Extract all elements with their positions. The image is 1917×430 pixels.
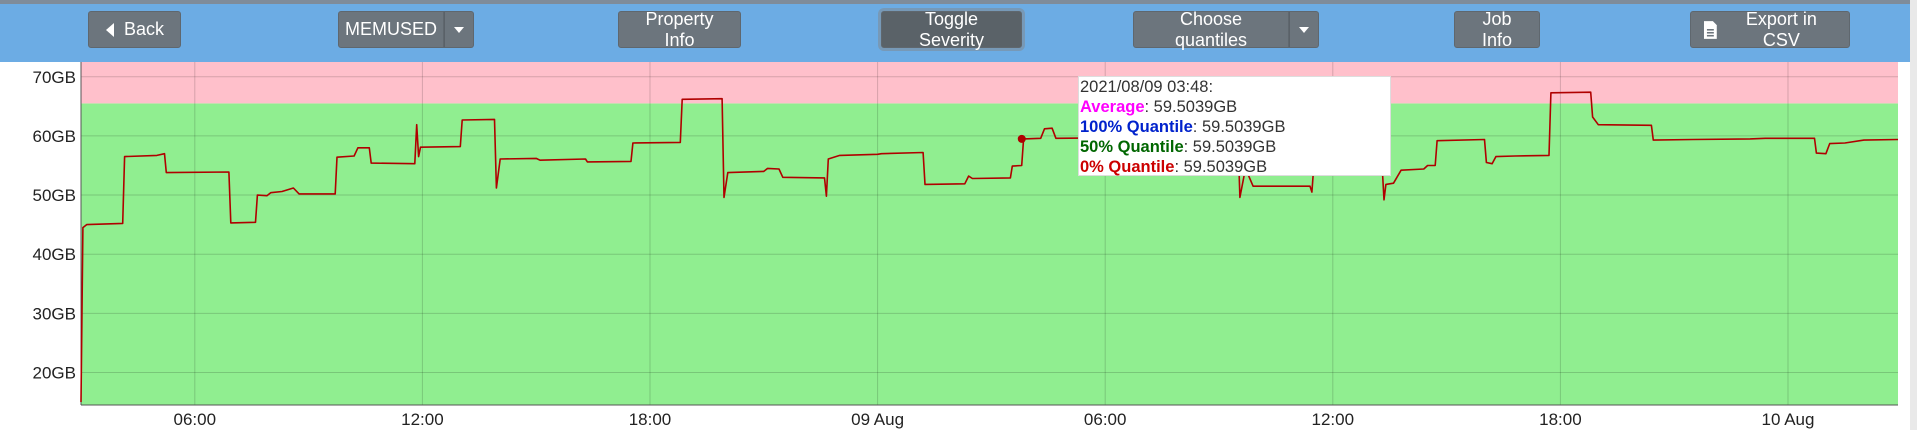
severity-band-1	[81, 62, 1898, 104]
tooltip-time: 2021/08/09 03:48:	[1080, 78, 1214, 96]
caret-left-icon	[105, 22, 114, 37]
caret-down-icon	[1299, 26, 1309, 33]
series-line-0	[80, 91, 1899, 403]
tooltip-row: 0% Quantile: 59.5039GB	[1080, 157, 1390, 177]
x-tick-label-2: 18:00	[629, 410, 672, 429]
back-button[interactable]: Back	[88, 11, 181, 48]
metric-select-label: MEMUSED	[345, 19, 438, 39]
hover-marker	[1017, 134, 1026, 143]
tooltip-row-value: : 59.5039GB	[1183, 138, 1277, 156]
tooltip-row: 100% Quantile: 59.5039GB	[1080, 117, 1390, 137]
export-csv-label: Export in CSV	[1745, 8, 1817, 50]
y-tick-label-0: 20GB	[33, 363, 76, 382]
x-tick-label-0: 06:00	[174, 410, 217, 429]
job-info-label: Job Info	[1481, 8, 1513, 50]
x-tick-label-7: 10 Aug	[1762, 410, 1815, 429]
choose-quantiles-label: Choose quantiles	[1174, 8, 1248, 50]
property-info-button[interactable]: Property Info	[618, 8, 741, 50]
severity-bands	[81, 62, 1898, 406]
y-tick-label-5: 70GB	[33, 68, 76, 87]
tooltip-row-value: : 59.5039GB	[1192, 118, 1286, 136]
tooltip-row-value: : 59.5039GB	[1174, 158, 1268, 176]
quantiles-dropdown[interactable]: Choose quantiles	[1133, 8, 1319, 50]
metric-select-button[interactable]: MEMUSED	[338, 11, 444, 48]
x-tick-label-6: 18:00	[1539, 410, 1582, 429]
caret-down-icon	[454, 26, 464, 33]
y-tick-label-4: 60GB	[33, 127, 76, 146]
quantiles-dropdown-toggle[interactable]	[1289, 11, 1319, 48]
csv-file-icon	[1703, 20, 1717, 39]
property-info-label: Property Info	[645, 8, 714, 50]
toggle-severity-button[interactable]: Toggle Severity	[881, 8, 1022, 50]
tooltip-row-label: 50% Quantile	[1080, 138, 1184, 156]
tooltip-row-label: 100% Quantile	[1080, 118, 1193, 136]
export-csv-button[interactable]: Export in CSV	[1690, 8, 1850, 50]
tooltip-row: 50% Quantile: 59.5039GB	[1080, 137, 1390, 157]
choose-quantiles-button[interactable]: Choose quantiles	[1133, 8, 1289, 50]
y-tick-label-3: 50GB	[33, 186, 76, 205]
tooltip-rows: Average: 59.5039GB 100% Quantile: 59.5039…	[1080, 97, 1390, 177]
hover-point	[1017, 134, 1026, 143]
job-info-button[interactable]: Job Info	[1454, 8, 1540, 50]
back-button-label: Back	[123, 19, 165, 39]
window-top-border	[0, 0, 1917, 4]
x-tick-label-5: 12:00	[1312, 410, 1355, 429]
series-lines	[80, 91, 1899, 403]
y-tick-label-1: 30GB	[33, 304, 76, 323]
metric-dropdown-toggle[interactable]	[444, 11, 474, 48]
severity-band-0	[81, 103, 1898, 406]
x-tick-label-4: 06:00	[1084, 410, 1127, 429]
tooltip-row-label: Average	[1080, 98, 1145, 116]
tooltip-row: Average: 59.5039GB	[1080, 97, 1390, 117]
x-tick-label-3: 09 Aug	[851, 410, 904, 429]
memused-chart[interactable]: 20GB 30GB 40GB 50GB 60GB 70GB 06:00 12:00 18:00…	[0, 62, 1910, 430]
y-tick-label-2: 40GB	[33, 245, 76, 264]
x-tick-label-1: 12:00	[401, 410, 444, 429]
tooltip-row-value: : 59.5039GB	[1144, 98, 1238, 116]
x-tick-labels: 06:00 12:00 18:00 09 Aug 06:00 12:00 18:00 10 A…	[174, 410, 1815, 429]
scrollbar-track[interactable]	[1910, 0, 1917, 430]
y-tick-labels: 20GB 30GB 40GB 50GB 60GB 70GB	[33, 68, 76, 383]
hover-tooltip: 2021/08/09 03:48: Average: 59.5039GB 100%…	[1078, 76, 1391, 176]
metric-dropdown[interactable]: MEMUSED	[338, 11, 474, 48]
tooltip-row-label: 0% Quantile	[1080, 158, 1175, 176]
toggle-severity-label: Toggle Severity	[918, 8, 985, 50]
